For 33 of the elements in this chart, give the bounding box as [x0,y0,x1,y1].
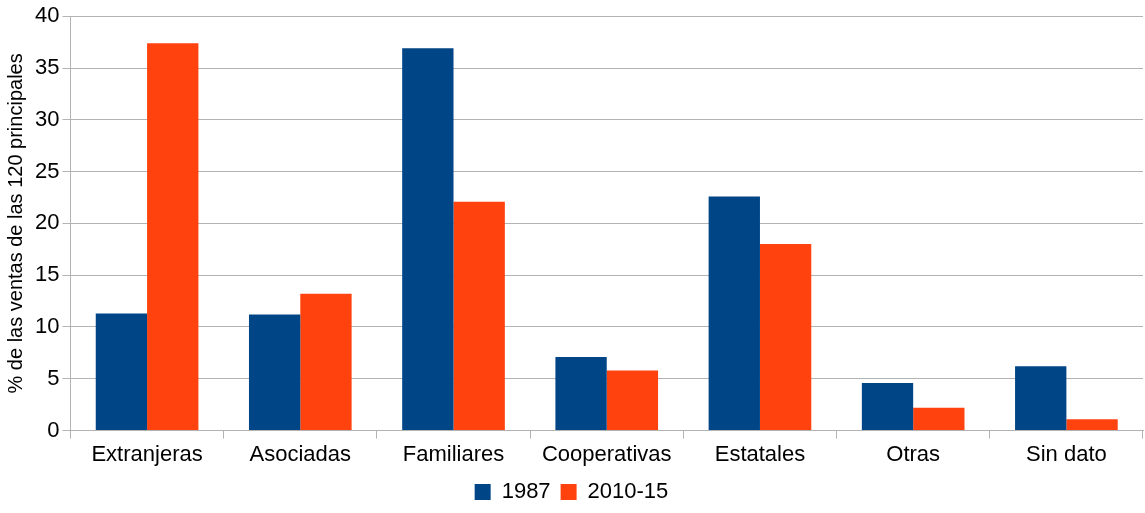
y-tick-label: 5 [47,364,60,390]
y-tick-label: 10 [34,313,60,339]
bar [300,293,352,431]
x-tick-label: Extranjeras [91,440,203,466]
y-tick-label: 35 [34,54,60,80]
bar [555,357,607,431]
x-tick-label: Sin dato [1026,440,1107,466]
legend-label: 1987 [501,478,551,504]
bar [1066,419,1118,431]
y-tick-label: 15 [34,261,60,287]
legend-label: 2010-15 [587,478,669,504]
y-tick-label: 25 [34,157,60,183]
bar [453,201,505,431]
bar [95,313,148,431]
y-tick-label: 40 [34,2,60,28]
y-tick-label: 30 [34,105,60,131]
x-tick-label: Asociadas [249,440,352,466]
x-tick-label: Estatales [714,440,806,466]
bar [147,43,199,431]
y-tick-label: 0 [47,416,60,442]
x-tick-label: Cooperativas [541,440,672,466]
bar [861,382,914,431]
bar [402,48,454,431]
x-tick-label: Familiares [402,440,505,466]
bar [708,196,760,431]
bar [1015,366,1067,431]
y-axis-title: % de las ventas de las 120 principales [3,53,26,394]
x-tick-label: Otras [886,440,941,466]
y-tick-label: 20 [34,209,60,235]
bar [759,244,812,431]
bar [913,407,965,431]
bar [606,370,659,431]
bar [248,314,301,431]
